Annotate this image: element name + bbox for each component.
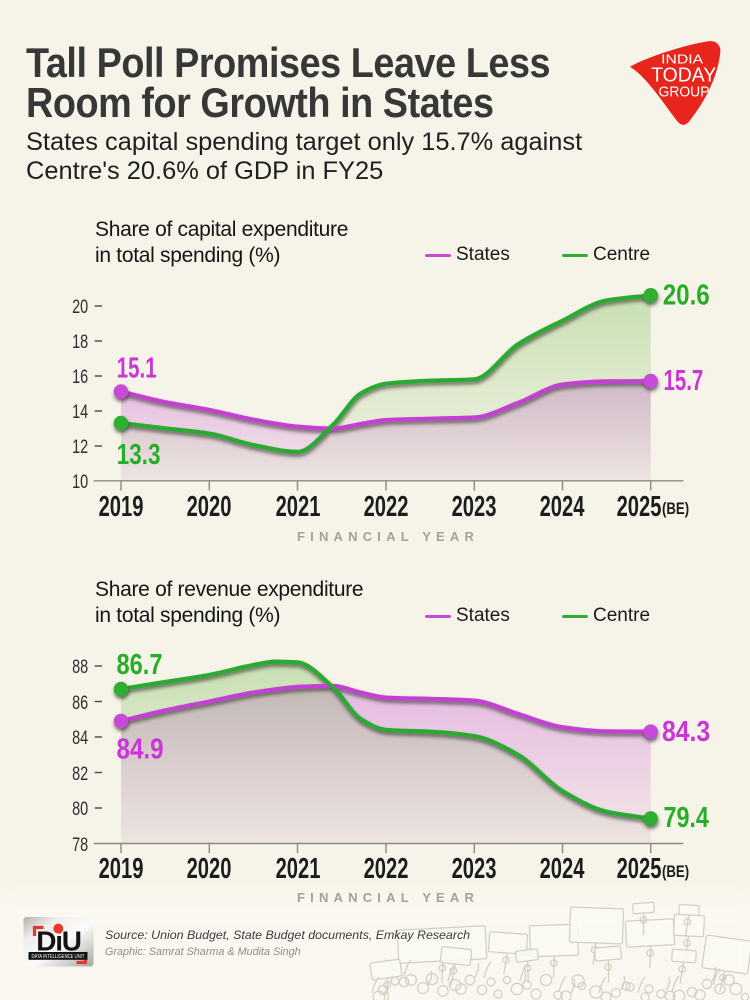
svg-text:15.7: 15.7 [664, 365, 704, 397]
svg-text:20.6: 20.6 [663, 279, 710, 311]
svg-text:GROUP: GROUP [659, 84, 710, 100]
svg-text:84.3: 84.3 [662, 715, 710, 747]
svg-text:INDIA: INDIA [661, 51, 703, 66]
svg-text:86.7: 86.7 [117, 648, 163, 681]
svg-text:79.4: 79.4 [664, 801, 710, 834]
svg-text:DATA INTELLIGENCE UNIT: DATA INTELLIGENCE UNIT [32, 954, 86, 960]
svg-text:13.3: 13.3 [117, 439, 161, 470]
svg-text:TODAY: TODAY [651, 64, 716, 87]
svg-text:15.1: 15.1 [117, 352, 157, 384]
svg-text:84.9: 84.9 [117, 733, 164, 765]
